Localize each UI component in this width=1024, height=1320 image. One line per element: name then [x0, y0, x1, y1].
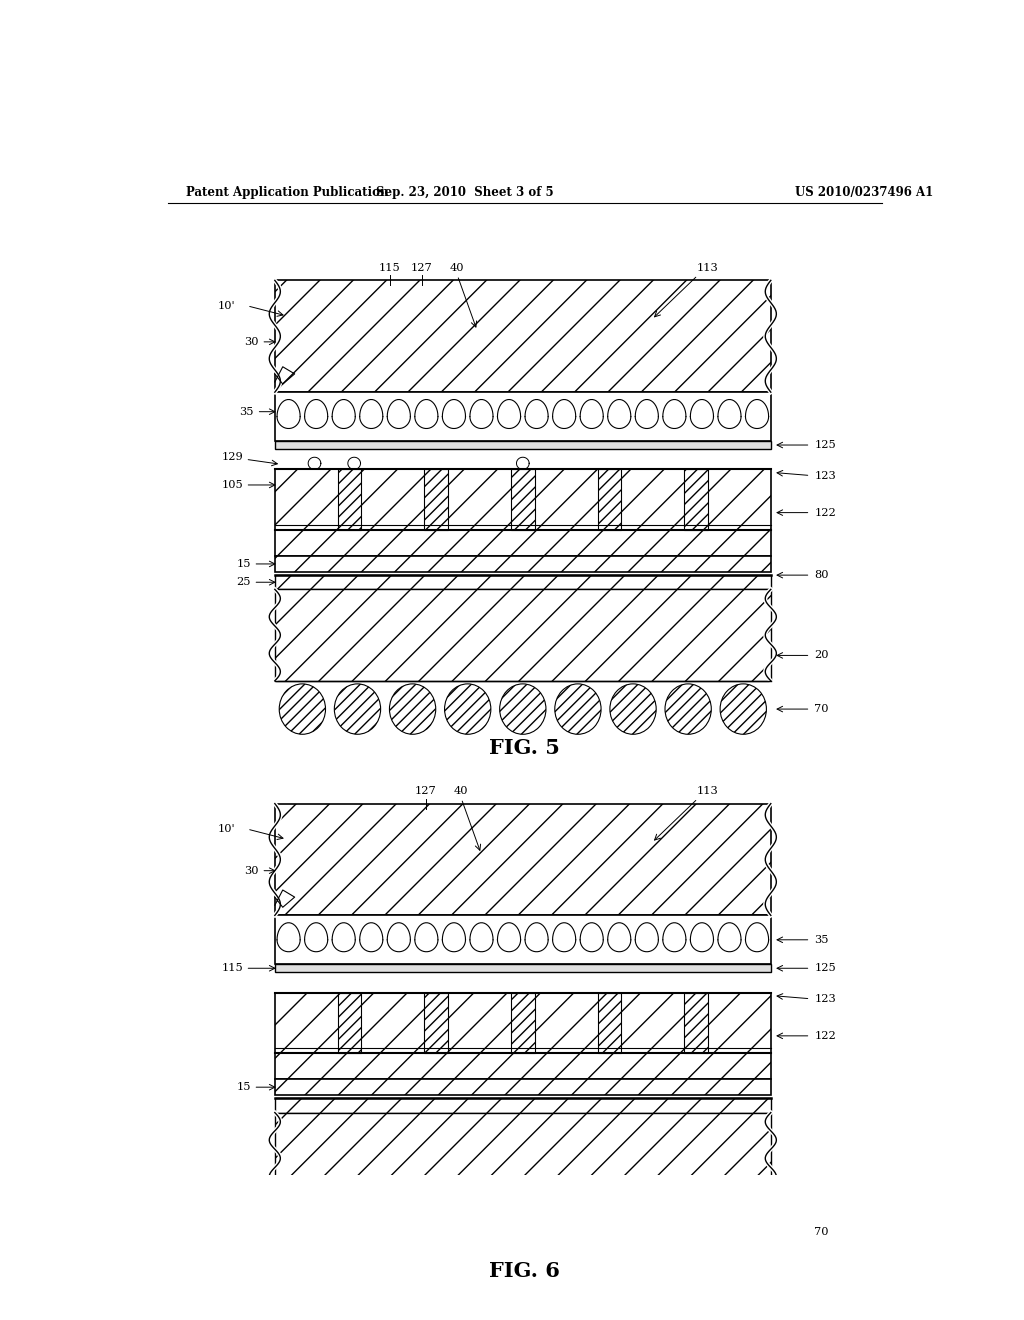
Bar	[274, 1098, 771, 1113]
Text: Patent Application Publication: Patent Application Publication	[186, 186, 388, 199]
Ellipse shape	[610, 684, 656, 734]
Text: 30: 30	[245, 866, 259, 875]
Text: 125: 125	[814, 440, 837, 450]
Text: 20: 20	[814, 651, 829, 660]
Ellipse shape	[280, 684, 326, 734]
Text: 25: 25	[237, 577, 251, 587]
Text: 122: 122	[814, 508, 837, 517]
Text: 15: 15	[237, 1082, 251, 1092]
Text: US 2010/0237496 A1: US 2010/0237496 A1	[795, 186, 933, 199]
Bar	[511, 993, 535, 1053]
Text: 10': 10'	[217, 301, 236, 310]
Bar	[274, 993, 771, 1078]
Text: 70: 70	[814, 1228, 829, 1237]
Bar	[274, 915, 771, 964]
Text: 127: 127	[411, 263, 432, 273]
Text: 122: 122	[814, 1031, 837, 1041]
Bar	[338, 993, 361, 1053]
Ellipse shape	[720, 1206, 766, 1258]
Text: 127: 127	[415, 787, 436, 796]
Text: 15: 15	[237, 558, 251, 569]
Text: 40: 40	[451, 263, 465, 273]
Ellipse shape	[665, 1206, 712, 1258]
Text: FIG. 6: FIG. 6	[489, 1261, 560, 1280]
Text: 125: 125	[814, 964, 837, 973]
Text: Sep. 23, 2010  Sheet 3 of 5: Sep. 23, 2010 Sheet 3 of 5	[377, 186, 554, 199]
Bar	[338, 470, 361, 529]
Ellipse shape	[555, 684, 601, 734]
Text: 115: 115	[379, 263, 400, 273]
Ellipse shape	[389, 1206, 436, 1258]
Ellipse shape	[500, 1206, 546, 1258]
Bar	[274, 1113, 771, 1204]
Bar	[511, 470, 535, 529]
Bar	[684, 993, 708, 1053]
Bar	[274, 392, 771, 441]
Text: 129: 129	[221, 453, 243, 462]
Bar	[274, 964, 771, 973]
Ellipse shape	[334, 684, 381, 734]
Ellipse shape	[665, 684, 712, 734]
Ellipse shape	[334, 1206, 381, 1258]
Text: 70: 70	[814, 704, 829, 714]
Bar	[274, 470, 771, 556]
Ellipse shape	[444, 684, 490, 734]
Text: 10': 10'	[217, 824, 236, 834]
Text: FIG. 5: FIG. 5	[489, 738, 560, 758]
Text: 115: 115	[221, 964, 243, 973]
Ellipse shape	[720, 684, 766, 734]
Bar	[598, 470, 622, 529]
Bar	[274, 280, 771, 392]
Ellipse shape	[444, 1206, 490, 1258]
Text: 113: 113	[696, 787, 718, 796]
Bar	[274, 576, 771, 589]
Text: 35: 35	[239, 407, 253, 417]
Text: 40: 40	[454, 787, 469, 796]
Bar	[424, 993, 449, 1053]
Bar	[274, 589, 771, 681]
Ellipse shape	[280, 1206, 326, 1258]
Text: 123: 123	[814, 994, 837, 1003]
Text: 35: 35	[814, 935, 829, 945]
Bar	[424, 470, 449, 529]
Ellipse shape	[555, 1206, 601, 1258]
Ellipse shape	[610, 1206, 656, 1258]
Text: 80: 80	[814, 570, 829, 579]
Text: 105: 105	[221, 480, 243, 490]
Ellipse shape	[500, 684, 546, 734]
Bar	[274, 1078, 771, 1096]
Text: 123: 123	[814, 470, 837, 480]
Bar	[274, 441, 771, 449]
Bar	[598, 993, 622, 1053]
Text: 30: 30	[245, 337, 259, 347]
Bar	[684, 470, 708, 529]
Bar	[274, 804, 771, 915]
Bar	[274, 556, 771, 572]
Ellipse shape	[389, 684, 436, 734]
Text: 113: 113	[696, 263, 718, 273]
